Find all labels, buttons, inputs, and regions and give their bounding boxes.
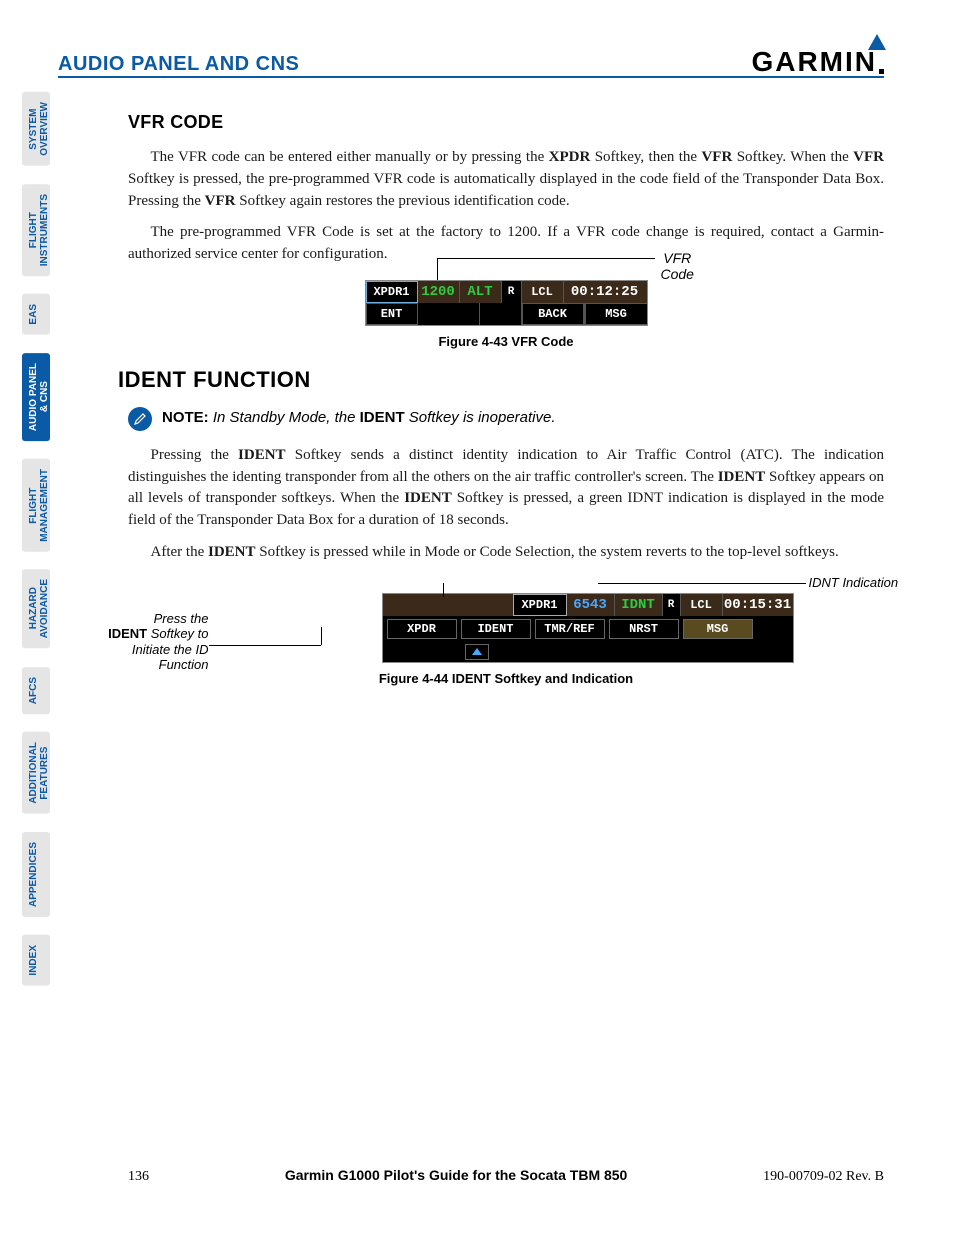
section-title: AUDIO PANEL AND CNS — [58, 53, 299, 76]
tab-index[interactable]: INDEX — [22, 935, 50, 986]
page-header: AUDIO PANEL AND CNS GARMIN — [58, 48, 884, 78]
xpdr-softkey[interactable]: XPDR — [387, 619, 457, 639]
page-number: 136 — [128, 1169, 149, 1185]
lcl-cell: LCL — [681, 594, 723, 616]
transponder-strip: XPDR1 1200 ALT R LCL 00:12:25 ENT BACK M… — [365, 280, 648, 326]
ident-softkey-ref: IDENT — [208, 544, 256, 560]
note-icon — [128, 407, 152, 431]
note-label: NOTE: — [162, 409, 209, 426]
garmin-dot-icon — [879, 69, 884, 74]
lcl-cell: LCL — [522, 281, 564, 303]
ident-para-2: After the IDENT Softkey is pressed while… — [128, 542, 884, 564]
note-text: NOTE: In Standby Mode, the IDENT Softkey… — [162, 407, 556, 426]
xpdr-label-cell: XPDR1 — [366, 281, 418, 303]
tab-audio-panel-cns[interactable]: AUDIO PANEL & CNS — [22, 353, 50, 441]
up-arrow-icon — [472, 648, 482, 655]
strip2-arrow-row — [383, 642, 793, 662]
vfr-code-heading: VFR CODE — [128, 112, 884, 133]
tab-appendices[interactable]: APPENDICES — [22, 832, 50, 917]
leader-line — [209, 645, 321, 646]
garmin-logo: GARMIN — [751, 48, 884, 76]
ident-softkey-ref: IDENT — [404, 490, 452, 506]
vfr-code-cell: 1200 — [418, 281, 460, 303]
ident-softkey-ref: IDENT — [360, 409, 405, 426]
garmin-logo-text: GARMIN — [751, 48, 877, 76]
vfr-softkey-ref: VFR — [853, 149, 884, 165]
strip-top-row: XPDR1 1200 ALT R LCL 00:12:25 — [366, 281, 647, 303]
xpdr-code-cell: 6543 — [567, 594, 615, 616]
tab-eas[interactable]: EAS — [22, 294, 50, 335]
strip2-softkey-row: XPDR IDENT TMR/REF NRST MSG — [383, 616, 793, 642]
side-tabs: SYSTEM OVERVIEW FLIGHT INSTRUMENTS EAS A… — [22, 92, 50, 985]
tab-hazard-avoidance[interactable]: HAZARD AVOIDANCE — [22, 569, 50, 648]
callout-leader — [437, 258, 655, 280]
mode-cell: ALT — [460, 281, 502, 303]
tab-system-overview[interactable]: SYSTEM OVERVIEW — [22, 92, 50, 166]
leader-line — [321, 627, 322, 645]
ident-softkey-ref: IDENT — [238, 447, 286, 463]
ident-function-heading: IDENT FUNCTION — [118, 367, 884, 393]
text: Press the — [154, 611, 209, 626]
reply-r-cell: R — [502, 281, 522, 303]
ent-softkey[interactable]: ENT — [366, 303, 418, 325]
reply-r-cell: R — [663, 594, 681, 616]
nrst-softkey[interactable]: NRST — [609, 619, 679, 639]
figure-4-43-caption: Figure 4-43 VFR Code — [128, 334, 884, 349]
footer-title: Garmin G1000 Pilot's Guide for the Socat… — [285, 1167, 628, 1183]
text: Softkey, then the — [590, 149, 701, 165]
tab-flight-instruments[interactable]: FLIGHT INSTRUMENTS — [22, 184, 50, 276]
back-softkey[interactable]: BACK — [522, 303, 584, 325]
footer-revision: 190-00709-02 Rev. B — [763, 1169, 884, 1185]
tab-additional-features[interactable]: ADDITIONAL FEATURES — [22, 732, 50, 814]
xpdr-label-cell: XPDR1 — [513, 594, 567, 616]
transponder-strip-2: XPDR1 6543 IDNT R LCL 00:15:31 XPDR IDEN… — [382, 593, 794, 663]
tab-flight-management[interactable]: FLIGHT MANAGEMENT — [22, 459, 50, 552]
text: Pressing the — [151, 447, 239, 463]
msg-softkey[interactable]: MSG — [683, 619, 753, 639]
ident-softkey-ref: IDENT — [108, 626, 147, 641]
pencil-icon — [133, 412, 147, 426]
ident-softkey-ref: IDENT — [718, 469, 766, 485]
blank-cell — [480, 303, 522, 325]
garmin-triangle-icon — [868, 34, 886, 50]
text: Softkey is pressed while in Mode or Code… — [256, 544, 839, 560]
text: Softkey is inoperative. — [405, 409, 556, 426]
text: After the — [151, 544, 208, 560]
vfr-code-callout: VFR Code — [661, 250, 694, 282]
vfr-softkey-ref: VFR — [701, 149, 732, 165]
page-footer: 136 Garmin G1000 Pilot's Guide for the S… — [128, 1167, 884, 1185]
leader-line — [443, 583, 444, 597]
ident-para-1: Pressing the IDENT Softkey sends a disti… — [128, 445, 884, 532]
text: Softkey again restores the previous iden… — [236, 193, 570, 209]
main-content: VFR CODE The VFR code can be entered eit… — [128, 112, 884, 696]
msg-softkey[interactable]: MSG — [585, 303, 647, 325]
strip2-top-row: XPDR1 6543 IDNT R LCL 00:15:31 — [383, 594, 793, 616]
figure-4-44-caption: Figure 4-44 IDENT Softkey and Indication — [128, 671, 884, 686]
vfr-para-1: The VFR code can be entered either manua… — [128, 147, 884, 212]
idnt-right-callout: IDNT Indication — [809, 575, 899, 591]
text: Softkey. When the — [732, 149, 853, 165]
xpdr-softkey-ref: XPDR — [549, 149, 591, 165]
figure-ident: Press the IDENT Softkey to Initiate the … — [128, 592, 884, 686]
time-cell: 00:15:31 — [723, 594, 793, 616]
text: In Standby Mode, the — [209, 409, 360, 426]
up-arrow-button[interactable] — [465, 644, 489, 660]
note-row: NOTE: In Standby Mode, the IDENT Softkey… — [128, 407, 884, 431]
ident-left-callout: Press the IDENT Softkey to Initiate the … — [99, 611, 209, 673]
vfr-softkey-ref: VFR — [205, 193, 236, 209]
figure-vfr-code: VFR Code XPDR1 1200 ALT R LCL 00:12:25 E… — [128, 280, 884, 349]
tab-afcs[interactable]: AFCS — [22, 667, 50, 714]
time-cell: 00:12:25 — [564, 281, 646, 303]
blank-cell — [418, 303, 480, 325]
idnt-indication-cell: IDNT — [615, 594, 663, 616]
text: The VFR code can be entered either manua… — [151, 149, 549, 165]
leader-line — [598, 583, 806, 584]
tmr-ref-softkey[interactable]: TMR/REF — [535, 619, 605, 639]
strip-bottom-row: ENT BACK MSG — [366, 303, 647, 325]
ident-softkey[interactable]: IDENT — [461, 619, 531, 639]
